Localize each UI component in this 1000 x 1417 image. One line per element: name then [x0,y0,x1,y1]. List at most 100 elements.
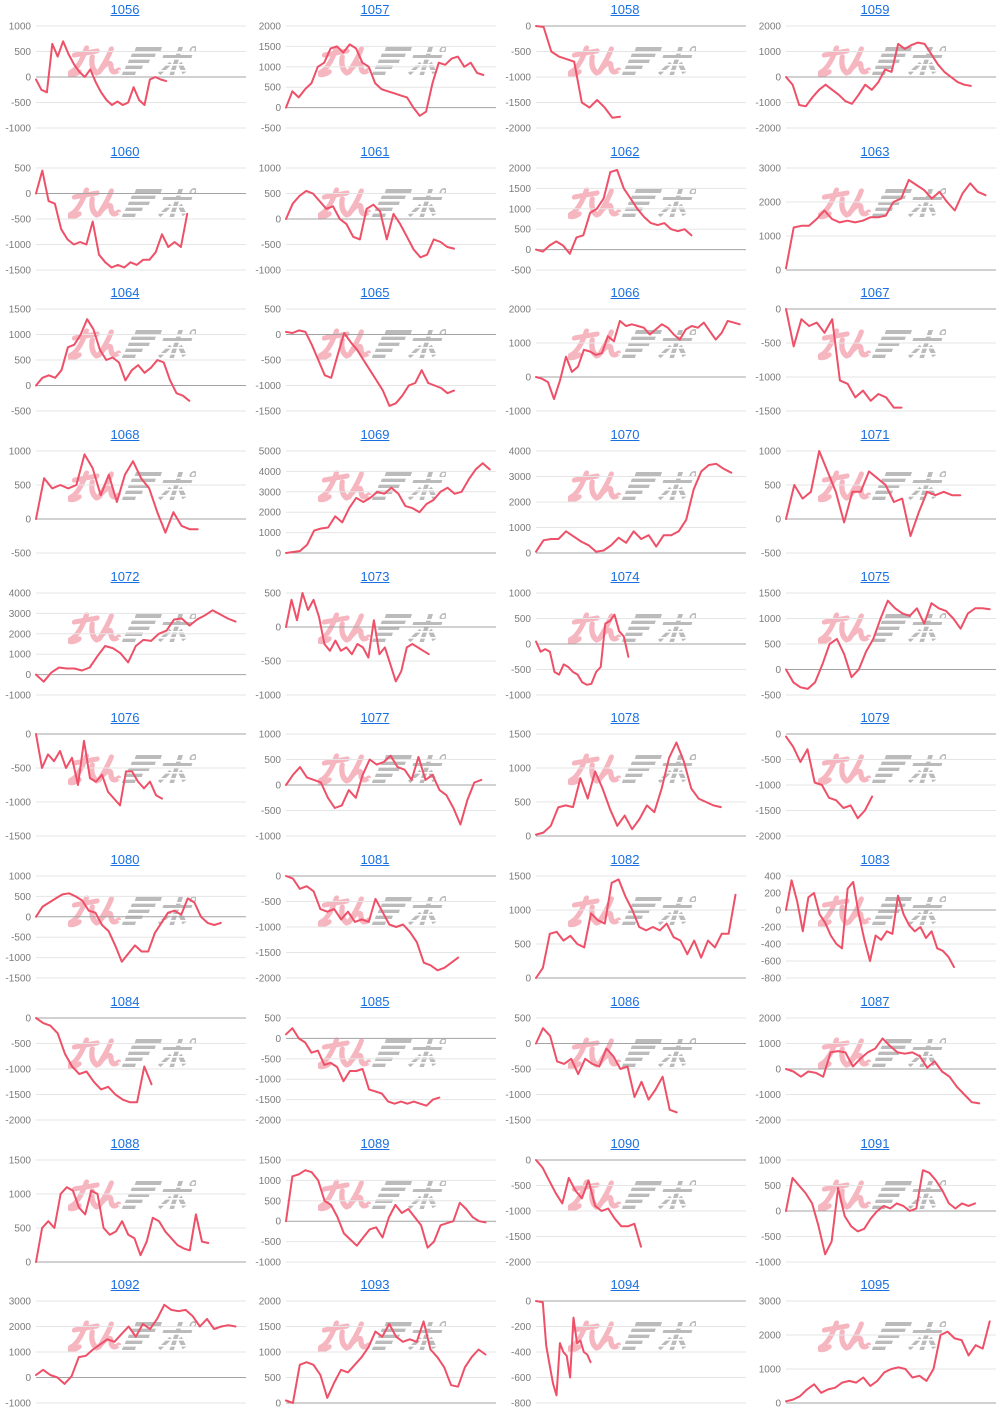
chart-title-link[interactable]: 1080 [110,852,140,868]
chart-title-link[interactable]: 1063 [860,143,890,159]
y-tick-label: 2000 [759,22,782,33]
watermark-stripes [618,335,696,355]
y-tick-label: 0 [775,730,781,741]
chart-card: 1079 [750,708,1000,850]
y-tick-label: 2000 [509,163,532,174]
watermark-stripes [368,335,446,355]
watermark-stripes [618,760,696,781]
y-tick-label: 3000 [9,1297,32,1308]
chart-line [35,40,168,106]
chart-title-link[interactable]: 1070 [610,427,640,443]
y-tick-label: 2000 [259,508,282,519]
chart-title: 1078 [500,710,750,725]
watermark-stripes [368,193,446,214]
chart-title-link[interactable]: 1067 [860,285,890,301]
chart-title-link[interactable]: 1077 [360,710,390,726]
chart-title-link[interactable]: 1056 [110,2,140,17]
chart-title-link[interactable]: 1091 [860,1135,890,1151]
y-tick-label: -1000 [255,923,281,934]
chart-card: 1086 [500,992,750,1134]
chart-title-link[interactable]: 1069 [360,427,390,443]
chart-line [285,329,455,408]
chart-title-link[interactable]: 1061 [360,143,390,159]
watermark-pink-glyphs [68,753,121,786]
chart-line [535,613,630,686]
y-tick-label: -200 [761,923,781,934]
chart-plot: 2000 1000 0 -1000 [505,305,746,418]
chart-title-link[interactable]: 1078 [610,710,640,726]
chart-title-link[interactable]: 1093 [360,1277,390,1293]
y-tick-label: 2000 [759,197,782,208]
chart-title-link[interactable]: 1084 [110,993,140,1009]
chart-title-link[interactable]: 1088 [110,1135,140,1151]
y-tick-label: -400 [511,1348,531,1359]
chart-line [785,1168,976,1255]
watermark-logo [318,328,446,361]
y-tick-label: 3000 [9,609,32,620]
chart-title-link[interactable]: 1085 [360,993,390,1009]
chart-title-link[interactable]: 1074 [610,568,640,584]
y-tick-label: 500 [14,47,31,58]
chart-title-link[interactable]: 1095 [860,1277,890,1293]
chart-plot: 0 -500 -1000 -1500 -2000 [5,1013,246,1126]
chart-line [785,41,972,108]
watermark-logo [318,1037,446,1070]
chart-card: 1070 [500,425,750,567]
watermark-gray-glyphs [618,471,696,501]
y-tick-label: 1000 [259,163,282,174]
chart-plot: 1500 1000 500 0 -500 [759,588,996,701]
chart-title-link[interactable]: 1062 [610,143,640,159]
chart-title: 1092 [0,1277,250,1292]
y-tick-label: -500 [761,690,781,701]
chart-line [535,320,741,401]
chart-plot: 0 -500 -1000 -1500 [755,305,996,418]
chart-title-link[interactable]: 1073 [360,568,390,584]
chart-title-link[interactable]: 1064 [110,285,140,301]
y-tick-label: 0 [25,189,31,200]
chart-title-link[interactable]: 1068 [110,427,140,443]
chart-title-link[interactable]: 1083 [860,852,890,868]
chart-title-link[interactable]: 1072 [110,568,140,584]
chart-title-link[interactable]: 1082 [610,852,640,868]
chart-title-link[interactable]: 1094 [610,1277,640,1293]
chart-title-link[interactable]: 1092 [110,1277,140,1293]
y-tick-label: 1000 [509,588,532,599]
y-tick-label: 0 [775,265,781,276]
chart-title-link[interactable]: 1066 [610,285,640,301]
chart-title-link[interactable]: 1089 [360,1135,390,1151]
y-tick-label: 500 [514,224,531,235]
chart-title-link[interactable]: 1058 [610,2,640,17]
y-tick-label: -1500 [755,407,781,418]
chart-title-link[interactable]: 1087 [860,993,890,1009]
y-tick-label: -2000 [505,124,531,135]
chart-title-link[interactable]: 1090 [610,1135,640,1151]
watermark-stripes [118,193,196,214]
y-tick-label: 0 [25,515,31,526]
y-tick-label: 1000 [9,447,32,458]
chart-title: 1060 [0,144,250,159]
y-tick-label: -800 [511,1399,531,1410]
chart-title-link[interactable]: 1065 [360,285,390,301]
watermark-stripes [368,52,446,72]
y-tick-label: 1500 [259,1322,282,1333]
chart-title-link[interactable]: 1060 [110,143,140,159]
y-tick-label: -1000 [505,407,531,418]
y-tick-label: 0 [275,1399,281,1410]
y-tick-label: 0 [525,639,531,650]
chart-title-link[interactable]: 1059 [860,2,890,17]
chart-title-link[interactable]: 1076 [110,710,140,726]
chart-title-link[interactable]: 1079 [860,710,890,726]
chart-title-link[interactable]: 1075 [860,568,890,584]
chart-title-link[interactable]: 1071 [860,427,890,443]
y-tick-label: 500 [264,755,281,766]
chart-title-link[interactable]: 1086 [610,993,640,1009]
y-tick-label: 0 [25,73,31,84]
chart-card: 1067 [750,283,1000,425]
chart-title-link[interactable]: 1081 [360,852,390,868]
y-tick-label: -500 [761,755,781,766]
chart-title-link[interactable]: 1057 [360,2,390,17]
watermark-stripes [118,618,196,639]
y-tick-label: 2000 [259,1297,282,1308]
y-tick-label: -500 [261,1237,281,1248]
watermark-stripes [368,1327,446,1347]
